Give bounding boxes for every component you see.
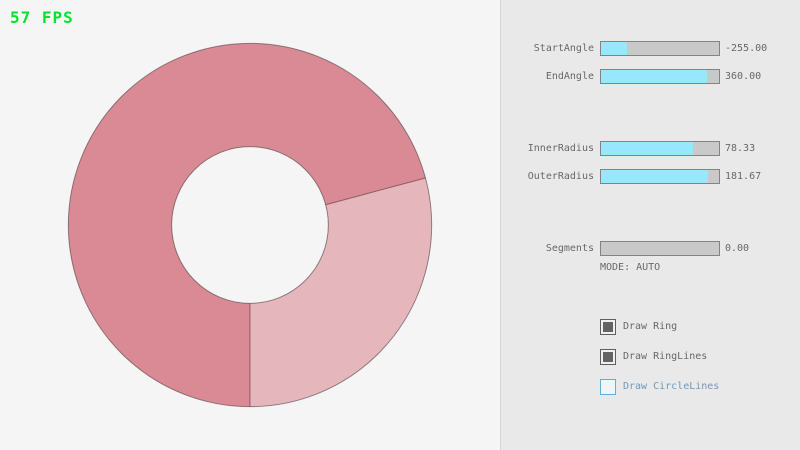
startangle-slider[interactable]	[600, 41, 720, 56]
outerradius-slider-fill	[601, 170, 709, 183]
checkbox-checkmark	[603, 322, 613, 332]
draw-circlelines-checkbox[interactable]	[600, 379, 616, 395]
slider-row-segments: Segments 0.00	[0, 241, 800, 256]
startangle-value: -255.00	[725, 43, 768, 54]
checkbox-checkmark	[603, 352, 613, 362]
fps-counter: 57 FPS	[10, 8, 74, 27]
outerradius-value: 181.67	[725, 171, 762, 182]
innerradius-slider-fill	[601, 142, 694, 155]
endangle-value: 360.00	[725, 71, 762, 82]
ring-chart	[67, 42, 433, 408]
slider-row-startangle: StartAngle -255.00	[0, 41, 800, 56]
segments-label: Segments	[545, 243, 594, 254]
segments-value: 0.00	[725, 243, 750, 254]
startangle-slider-fill	[601, 42, 627, 55]
slider-row-innerradius: InnerRadius 78.33	[0, 141, 800, 156]
checkbox-row-draw-ring: Draw Ring	[0, 319, 800, 335]
segments-mode-text: MODE: AUTO	[600, 262, 661, 273]
innerradius-value: 78.33	[725, 143, 756, 154]
endangle-slider[interactable]	[600, 69, 720, 84]
draw-ring-label: Draw Ring	[623, 321, 678, 332]
segments-slider[interactable]	[600, 241, 720, 256]
outerradius-label: OuterRadius	[527, 171, 594, 182]
draw-ringlines-label: Draw RingLines	[623, 351, 708, 362]
slider-row-outerradius: OuterRadius 181.67	[0, 169, 800, 184]
draw-circlelines-label: Draw CircleLines	[623, 381, 720, 392]
outerradius-slider[interactable]	[600, 169, 720, 184]
draw-ringlines-checkbox[interactable]	[600, 349, 616, 365]
innerradius-label: InnerRadius	[527, 143, 594, 154]
endangle-slider-fill	[601, 70, 708, 83]
startangle-label: StartAngle	[533, 43, 594, 54]
endangle-label: EndAngle	[545, 71, 594, 82]
checkbox-row-draw-ringlines: Draw RingLines	[0, 349, 800, 365]
draw-ring-checkbox[interactable]	[600, 319, 616, 335]
slider-row-endangle: EndAngle 360.00	[0, 69, 800, 84]
checkbox-row-draw-circlelines: Draw CircleLines	[0, 379, 800, 395]
innerradius-slider[interactable]	[600, 141, 720, 156]
